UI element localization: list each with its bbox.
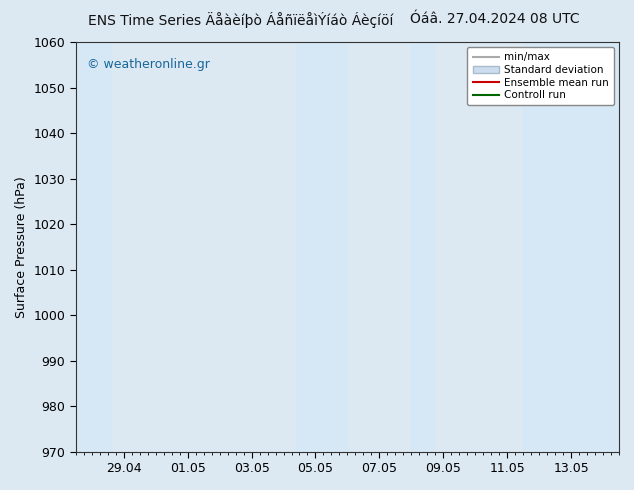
Bar	[523, 42, 619, 452]
Text: © weatheronline.gr: © weatheronline.gr	[87, 58, 210, 72]
Bar	[296, 42, 347, 452]
Y-axis label: Surface Pressure (hPa): Surface Pressure (hPa)	[15, 176, 28, 318]
Legend: min/max, Standard deviation, Ensemble mean run, Controll run: min/max, Standard deviation, Ensemble me…	[467, 47, 614, 105]
Text: ENS Time Series Äåàèíþò ÁåñïëåìÝíáò Áèçíöí: ENS Time Series Äåàèíþò ÁåñïëåìÝíáò Áèçí…	[88, 12, 394, 28]
Bar	[411, 42, 434, 452]
Text: Óáâ. 27.04.2024 08 UTC: Óáâ. 27.04.2024 08 UTC	[410, 12, 579, 26]
Bar	[76, 42, 111, 452]
